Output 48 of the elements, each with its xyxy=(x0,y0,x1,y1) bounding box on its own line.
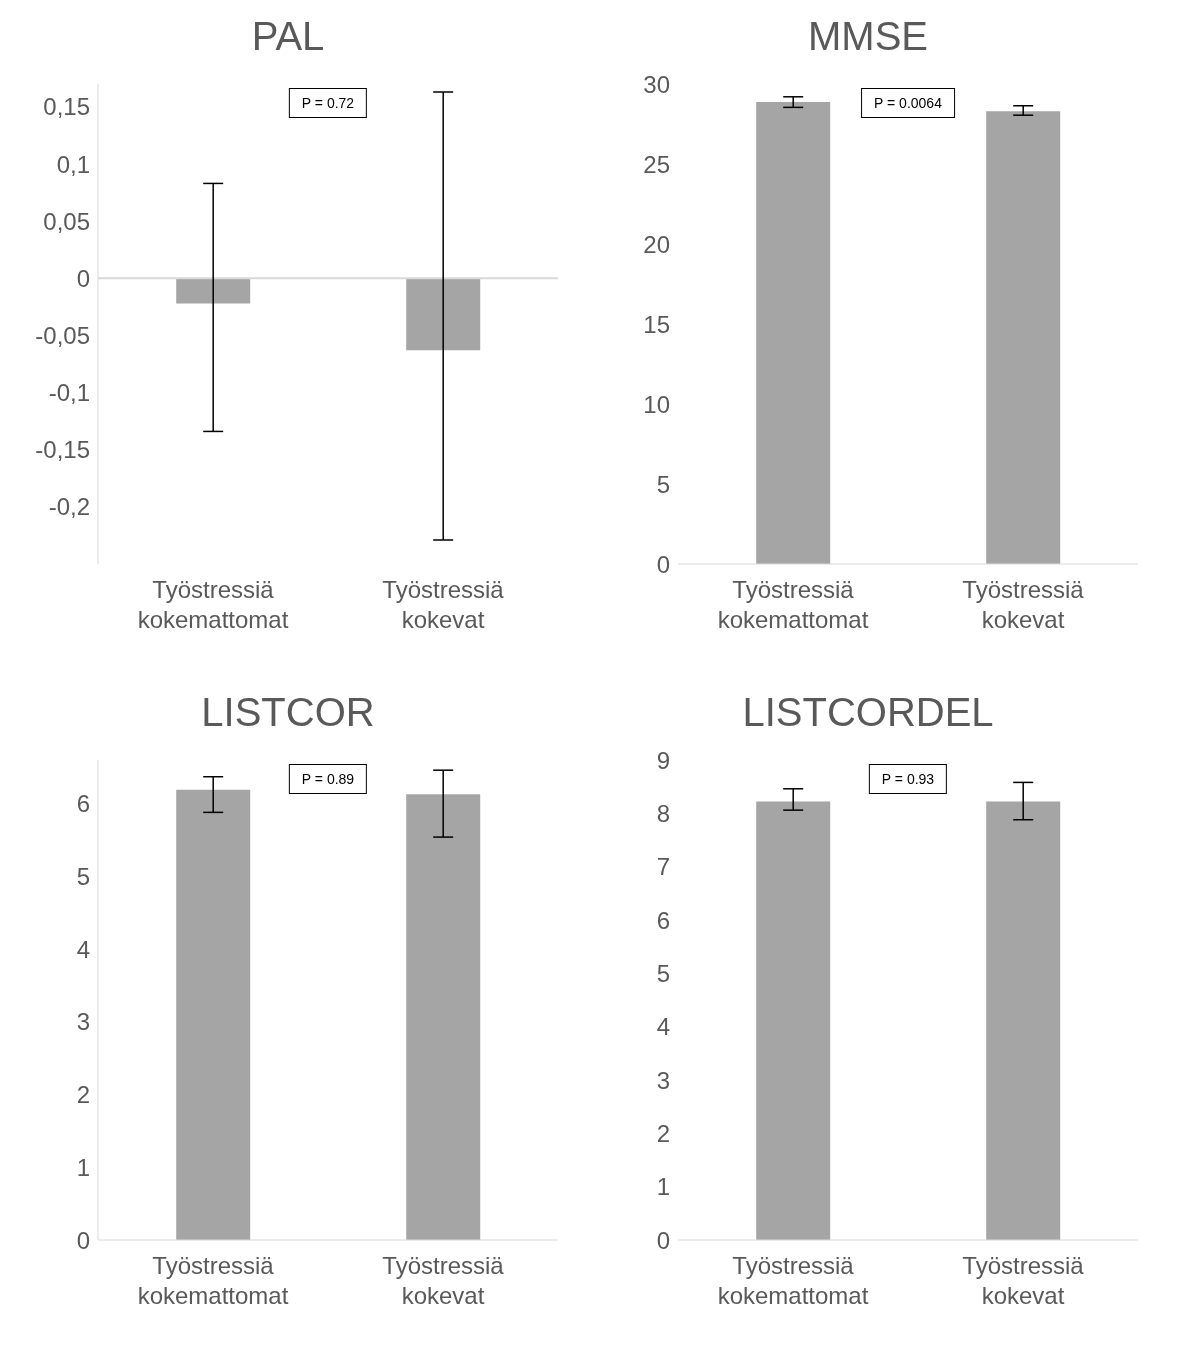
y-tick-label: 25 xyxy=(643,150,670,178)
chart-title: LISTCOR xyxy=(200,689,376,736)
x-tick-label: Työstressiä kokevat xyxy=(962,1252,1085,1309)
y-tick-label: 6 xyxy=(656,906,670,934)
x-tick-label: Työstressiä kokevat xyxy=(962,576,1085,633)
annotation: P = 0.93 xyxy=(868,764,948,794)
y-tick-label: 4 xyxy=(656,1013,670,1041)
y-tick-label: 0 xyxy=(76,1226,90,1254)
annotation: P = 0.89 xyxy=(288,764,368,794)
annotation: P = 0.72 xyxy=(288,88,368,118)
x-tick-label: Työstressiä kokemattomat xyxy=(137,1252,289,1309)
y-tick-label: 0 xyxy=(76,264,90,292)
y-tick-label: -0,05 xyxy=(35,321,90,349)
y-tick-label: 20 xyxy=(643,230,670,258)
y-tick-label: 8 xyxy=(656,799,670,827)
chart-title: LISTCORDEL xyxy=(741,689,995,736)
y-tick-label: 6 xyxy=(76,790,90,818)
y-tick-label: 3 xyxy=(76,1008,90,1036)
y-tick-label: 1 xyxy=(76,1153,90,1181)
x-tick-label: Työstressiä kokemattomat xyxy=(717,576,869,633)
x-tick-label: Työstressiä kokevat xyxy=(382,1252,505,1309)
y-tick-label: 0 xyxy=(656,550,670,578)
y-tick-label: 0,15 xyxy=(43,93,90,121)
y-tick-label: -0,15 xyxy=(35,436,90,464)
y-tick-label: 5 xyxy=(76,862,90,890)
y-tick-label: 5 xyxy=(656,470,670,498)
y-tick-label: 9 xyxy=(656,746,670,774)
y-tick-label: 10 xyxy=(643,390,670,418)
y-tick-label: 0,1 xyxy=(56,150,90,178)
y-tick-label: 1 xyxy=(656,1173,670,1201)
chart-title: MMSE xyxy=(807,13,929,60)
y-tick-label: 7 xyxy=(656,853,670,881)
y-tick-label: -0,2 xyxy=(48,493,90,521)
y-tick-label: 0,05 xyxy=(43,207,90,235)
x-tick-label: Työstressiä kokevat xyxy=(382,576,505,633)
y-tick-label: 5 xyxy=(656,959,670,987)
y-tick-label: 15 xyxy=(643,310,670,338)
y-tick-label: 4 xyxy=(76,935,90,963)
y-tick-label: 30 xyxy=(643,70,670,98)
y-tick-label: 2 xyxy=(656,1119,670,1147)
annotation: P = 0.0064 xyxy=(861,88,955,118)
y-tick-label: 2 xyxy=(76,1081,90,1109)
x-tick-label: Työstressiä kokemattomat xyxy=(137,576,289,633)
y-tick-label: 3 xyxy=(656,1066,670,1094)
y-tick-label: -0,1 xyxy=(48,379,90,407)
chart-title: PAL xyxy=(250,13,326,60)
y-tick-label: 0 xyxy=(656,1226,670,1254)
x-tick-label: Työstressiä kokemattomat xyxy=(717,1252,869,1309)
